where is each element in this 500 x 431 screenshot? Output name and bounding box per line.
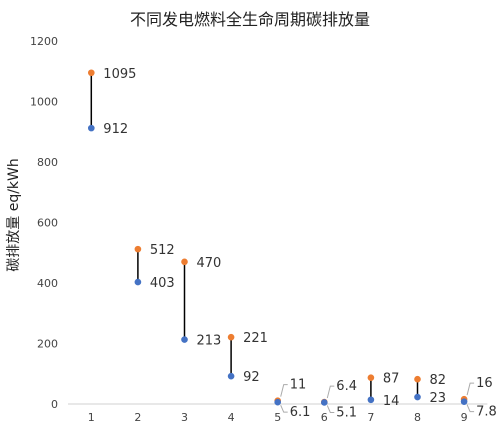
data-label-high: 6.4 [336, 379, 357, 394]
x-tick-label: 8 [414, 411, 421, 424]
leader-line [466, 404, 475, 413]
data-label-low: 6.1 [290, 405, 311, 420]
y-tick-label: 200 [37, 338, 58, 351]
data-label-high: 16 [476, 376, 493, 391]
y-tick-label: 1200 [30, 35, 58, 48]
chart-title: 不同发电燃料全生命周期碳排放量 [129, 10, 370, 29]
y-tick-label: 1000 [30, 96, 58, 109]
data-label-low: 14 [383, 394, 400, 409]
high-point [88, 69, 95, 77]
x-tick-label: 4 [228, 411, 235, 424]
high-point [134, 245, 142, 253]
data-label-high: 221 [243, 331, 268, 346]
x-tick-label: 5 [274, 411, 281, 424]
data-label-low: 23 [430, 391, 447, 406]
high-point [181, 258, 188, 266]
data-label-low: 213 [197, 334, 222, 349]
low-point [460, 398, 468, 405]
y-tick-label: 400 [37, 277, 58, 290]
data-label-low: 912 [103, 122, 128, 137]
data-label-low: 5.1 [336, 405, 357, 420]
data-label-low: 7.8 [476, 405, 497, 420]
leader-line [466, 382, 475, 396]
low-point [274, 398, 282, 406]
leader-line [326, 385, 335, 399]
low-point [321, 399, 328, 406]
low-point [181, 336, 188, 343]
x-tick-label: 1 [88, 411, 95, 424]
low-point [88, 124, 95, 132]
low-point [227, 372, 235, 380]
high-point [227, 333, 235, 341]
y-tick-label: 0 [51, 398, 58, 411]
y-tick-label: 600 [37, 217, 58, 230]
high-point [414, 375, 421, 383]
leader-line [280, 384, 288, 397]
leader-line [280, 404, 288, 413]
data-label-high: 512 [150, 243, 175, 258]
data-label-high: 82 [430, 373, 447, 388]
data-label-high: 11 [290, 378, 307, 393]
y-tick-label: 800 [37, 156, 58, 169]
data-label-high: 87 [383, 372, 400, 387]
high-point [367, 374, 375, 381]
low-point [134, 278, 142, 286]
x-tick-label: 2 [134, 411, 141, 424]
data-label-low: 403 [150, 276, 175, 291]
x-tick-label: 7 [367, 411, 374, 424]
data-label-high: 1095 [103, 67, 136, 82]
data-label-low: 92 [243, 370, 260, 385]
low-point [367, 396, 375, 404]
x-tick-label: 9 [461, 411, 468, 424]
low-point [414, 393, 421, 401]
x-tick-label: 6 [321, 411, 328, 424]
x-tick-label: 3 [181, 411, 188, 424]
data-label-high: 470 [197, 256, 222, 271]
leader-line [326, 405, 335, 413]
